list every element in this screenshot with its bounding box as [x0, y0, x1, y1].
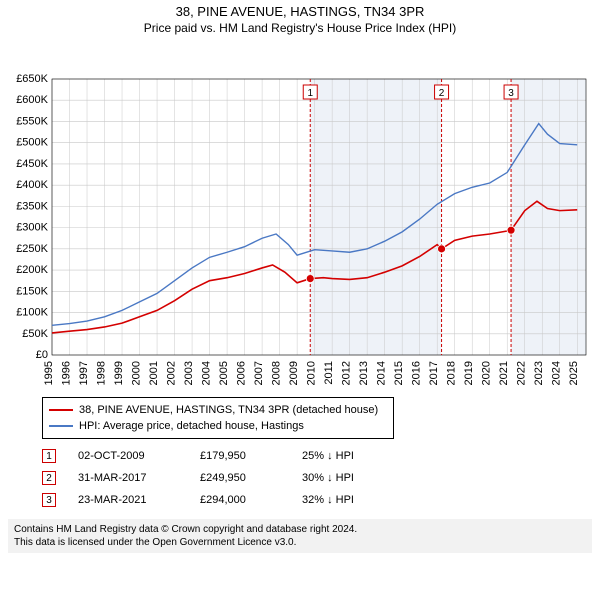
sale-diff: 32% ↓ HPI [302, 494, 402, 506]
svg-text:£550K: £550K [16, 115, 48, 127]
svg-text:2000: 2000 [131, 361, 143, 385]
legend-color-line [49, 409, 73, 411]
svg-text:2016: 2016 [411, 361, 423, 385]
svg-text:2012: 2012 [341, 361, 353, 385]
svg-text:£500K: £500K [16, 137, 48, 149]
sale-marker-number: 2 [42, 471, 56, 485]
legend-label: 38, PINE AVENUE, HASTINGS, TN34 3PR (det… [79, 404, 378, 416]
sale-row: 1 02-OCT-2009 £179,950 25% ↓ HPI [42, 445, 592, 467]
svg-text:2007: 2007 [253, 361, 265, 385]
chart-area: £0 £50K £100K £150K £200K £250K £300K £350K £400… [0, 35, 600, 395]
chart-title: 38, PINE AVENUE, HASTINGS, TN34 3PR [0, 4, 600, 19]
svg-text:£150K: £150K [16, 285, 48, 297]
svg-text:£0: £0 [36, 349, 48, 361]
svg-text:£100K: £100K [16, 307, 48, 319]
sale-marker-number: 3 [42, 493, 56, 507]
svg-text:2019: 2019 [463, 361, 475, 385]
sale-date: 23-MAR-2021 [78, 494, 178, 506]
sale-marker-number: 1 [42, 449, 56, 463]
svg-text:2001: 2001 [148, 361, 160, 385]
chart-subtitle: Price paid vs. HM Land Registry's House … [0, 21, 600, 35]
svg-text:1: 1 [307, 88, 313, 99]
sale-row: 3 23-MAR-2021 £294,000 32% ↓ HPI [42, 489, 592, 511]
svg-text:£450K: £450K [16, 158, 48, 170]
title-block: 38, PINE AVENUE, HASTINGS, TN34 3PR Pric… [0, 0, 600, 35]
svg-text:£650K: £650K [16, 73, 48, 85]
svg-text:2022: 2022 [516, 361, 528, 385]
svg-text:2013: 2013 [358, 361, 370, 385]
svg-text:2011: 2011 [323, 361, 335, 385]
svg-text:1995: 1995 [43, 361, 55, 385]
legend-label: HPI: Average price, detached house, Hast… [79, 420, 304, 432]
svg-text:2025: 2025 [568, 361, 580, 385]
svg-text:2009: 2009 [288, 361, 300, 385]
svg-text:2014: 2014 [376, 361, 388, 385]
footer-line1: Contains HM Land Registry data © Crown c… [14, 523, 586, 536]
svg-text:1999: 1999 [113, 361, 125, 385]
svg-text:£50K: £50K [22, 328, 48, 340]
svg-text:2010: 2010 [306, 361, 318, 385]
chart-svg: £0 £50K £100K £150K £200K £250K £300K £350K £400… [0, 35, 600, 395]
svg-text:2004: 2004 [201, 361, 213, 385]
svg-text:2017: 2017 [428, 361, 440, 385]
legend: 38, PINE AVENUE, HASTINGS, TN34 3PR (det… [42, 397, 394, 439]
svg-text:2003: 2003 [183, 361, 195, 385]
svg-text:1997: 1997 [78, 361, 90, 385]
footer: Contains HM Land Registry data © Crown c… [8, 519, 592, 553]
svg-text:2002: 2002 [166, 361, 178, 385]
svg-text:2024: 2024 [551, 361, 563, 385]
sale-row: 2 31-MAR-2017 £249,950 30% ↓ HPI [42, 467, 592, 489]
svg-text:2023: 2023 [533, 361, 545, 385]
svg-text:£200K: £200K [16, 264, 48, 276]
svg-text:3: 3 [508, 88, 514, 99]
svg-text:£250K: £250K [16, 243, 48, 255]
svg-text:£400K: £400K [16, 179, 48, 191]
svg-text:2015: 2015 [393, 361, 405, 385]
svg-text:2006: 2006 [236, 361, 248, 385]
svg-text:1998: 1998 [96, 361, 108, 385]
legend-item: 38, PINE AVENUE, HASTINGS, TN34 3PR (det… [49, 402, 387, 418]
svg-text:2005: 2005 [218, 361, 230, 385]
svg-text:2018: 2018 [446, 361, 458, 385]
footer-line2: This data is licensed under the Open Gov… [14, 536, 586, 549]
svg-text:2021: 2021 [498, 361, 510, 385]
sale-price: £249,950 [200, 472, 280, 484]
sale-date: 02-OCT-2009 [78, 450, 178, 462]
svg-text:£300K: £300K [16, 222, 48, 234]
chart-container: 38, PINE AVENUE, HASTINGS, TN34 3PR Pric… [0, 0, 600, 553]
sales-list: 1 02-OCT-2009 £179,950 25% ↓ HPI 2 31-MAR-201… [42, 445, 592, 511]
sale-diff: 25% ↓ HPI [302, 450, 402, 462]
sale-price: £294,000 [200, 494, 280, 506]
svg-text:2008: 2008 [271, 361, 283, 385]
legend-color-line [49, 425, 73, 427]
svg-text:2020: 2020 [481, 361, 493, 385]
svg-text:1996: 1996 [61, 361, 73, 385]
sale-diff: 30% ↓ HPI [302, 472, 402, 484]
sale-price: £179,950 [200, 450, 280, 462]
svg-text:£600K: £600K [16, 94, 48, 106]
legend-item: HPI: Average price, detached house, Hast… [49, 418, 387, 434]
svg-text:2: 2 [439, 88, 445, 99]
svg-text:£350K: £350K [16, 200, 48, 212]
sale-date: 31-MAR-2017 [78, 472, 178, 484]
